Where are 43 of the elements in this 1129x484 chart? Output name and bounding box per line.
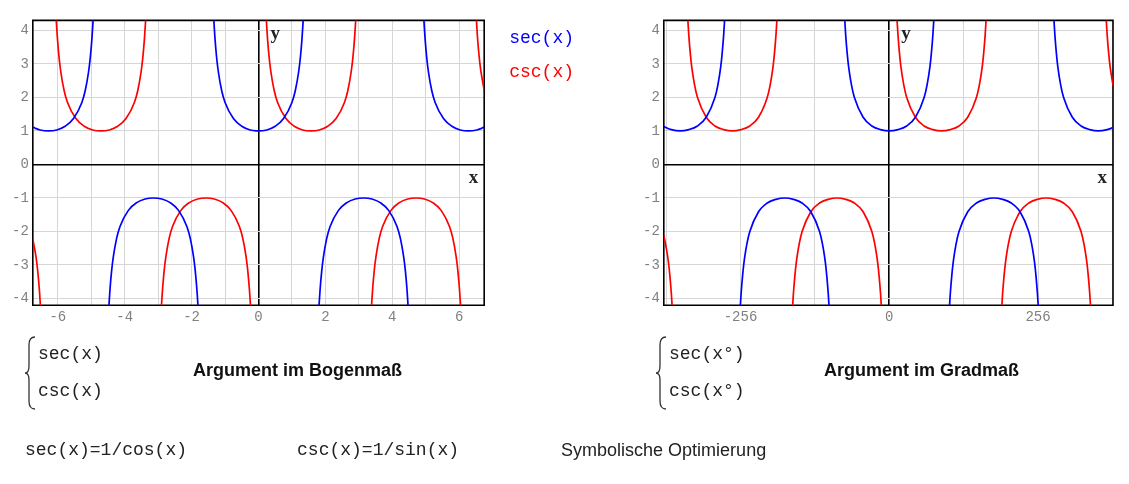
x-tick-label: 0 xyxy=(254,309,263,326)
y-tick-label: 4 xyxy=(20,22,29,39)
x-axis-title: x xyxy=(1097,165,1108,187)
y-tick-label: -1 xyxy=(11,189,29,206)
x-tick-label: -6 xyxy=(49,309,67,326)
text: csc(x) xyxy=(38,380,103,403)
series-label: csc(x) xyxy=(509,61,574,82)
y-tick-label: 0 xyxy=(651,156,660,173)
y-tick-label: -2 xyxy=(11,223,29,240)
text: sec(x)=1/cos(x) xyxy=(25,440,188,461)
x-tick-label: -256 xyxy=(723,309,758,326)
x-tick-label: -4 xyxy=(116,309,134,326)
x-axis-title: x xyxy=(468,165,479,187)
y-tick-label: -3 xyxy=(11,256,29,273)
x-tick-label: 256 xyxy=(1025,309,1051,326)
x-tick-label: -2 xyxy=(183,309,201,326)
text: Argument im Bogenmaß xyxy=(193,360,403,381)
y-tick-label: -4 xyxy=(642,290,660,307)
y-tick-label: 1 xyxy=(20,122,29,139)
y-axis-title: y xyxy=(901,21,912,43)
text: sec(x) xyxy=(38,343,103,366)
text: Symbolische Optimierung xyxy=(561,440,767,461)
y-tick-label: 3 xyxy=(20,55,29,72)
y-tick-label: 2 xyxy=(651,89,660,106)
text: csc(x)=1/sin(x) xyxy=(297,440,460,461)
text: sec(x) xyxy=(509,27,574,48)
x-tick-label: 6 xyxy=(454,309,464,326)
text: sec(x°) xyxy=(669,343,745,366)
y-tick-label: -1 xyxy=(642,189,660,206)
x-tick-label: 4 xyxy=(388,309,397,326)
y-tick-label: 2 xyxy=(20,89,29,106)
y-tick-label: 3 xyxy=(651,55,660,72)
y-axis-title: y xyxy=(270,21,281,43)
y-tick-label: 1 xyxy=(651,122,660,139)
y-tick-label: 0 xyxy=(20,156,29,173)
y-tick-label: -2 xyxy=(642,223,660,240)
y-tick-label: -3 xyxy=(642,256,660,273)
text: Argument im Gradmaß xyxy=(824,360,1020,381)
x-tick-label: 0 xyxy=(885,309,894,326)
x-tick-label: 2 xyxy=(321,309,330,326)
y-tick-label: 4 xyxy=(651,22,660,39)
y-tick-label: -4 xyxy=(11,290,29,307)
text: csc(x°) xyxy=(669,380,745,403)
